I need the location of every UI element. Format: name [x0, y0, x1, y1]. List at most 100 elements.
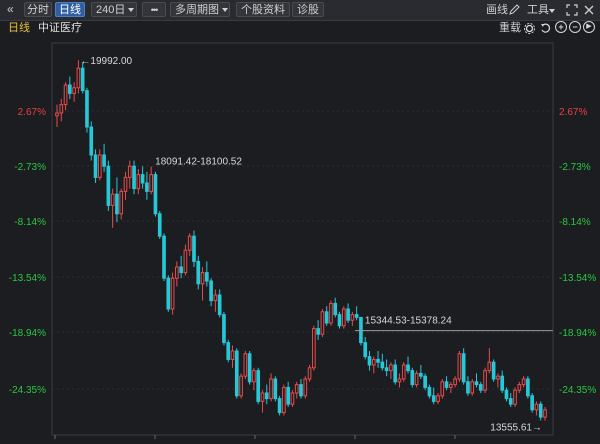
- candle-up: [496, 375, 500, 380]
- period-dropdown[interactable]: 240日: [91, 2, 137, 17]
- candle-up: [149, 174, 154, 192]
- candle-up: [239, 375, 243, 397]
- left-tick-label: -18.94%: [9, 328, 46, 339]
- candle-up: [517, 384, 522, 391]
- pencil-icon[interactable]: [509, 4, 520, 15]
- candle-down: [363, 342, 368, 358]
- next-icon[interactable]: ▶: [583, 21, 595, 33]
- candle-down: [217, 294, 222, 316]
- candle-down: [526, 378, 530, 397]
- right-tick-label: -18.94%: [559, 328, 596, 339]
- right-tick-label: -2.73%: [559, 162, 591, 173]
- candle-down: [444, 381, 449, 388]
- candle-up: [307, 367, 312, 380]
- candle-up: [389, 364, 393, 372]
- candle-up: [487, 361, 492, 372]
- tools-label[interactable]: 工具: [527, 4, 549, 16]
- annotation-level: 18091.42-18100.52: [155, 156, 242, 167]
- candle-up: [470, 381, 475, 394]
- candle-down: [406, 364, 410, 372]
- candle-down: [380, 361, 385, 369]
- candle-down: [132, 165, 136, 190]
- fenshi-button[interactable]: 分时: [24, 2, 52, 17]
- candle-down: [166, 277, 171, 310]
- zoom-out-icon[interactable]: −: [569, 21, 581, 33]
- candle-up: [521, 378, 526, 386]
- diagnose-button[interactable]: 诊股: [292, 2, 324, 17]
- candle-down: [410, 370, 415, 386]
- reset-label[interactable]: 重载: [499, 22, 521, 34]
- period-label: 日线: [8, 22, 30, 34]
- more-button[interactable]: •••: [142, 2, 166, 17]
- period-dropdown-label: 240日: [96, 4, 126, 16]
- candle-down: [500, 375, 505, 391]
- candle-down: [538, 403, 543, 418]
- candle-up: [282, 386, 286, 414]
- expand-icon[interactable]: [566, 4, 578, 16]
- candle-down: [196, 260, 201, 285]
- candle-up: [123, 176, 128, 192]
- candle-down: [359, 316, 363, 344]
- zoom-in-icon[interactable]: +: [555, 21, 567, 33]
- candle-up: [260, 392, 265, 402]
- chevron-down-icon[interactable]: [549, 9, 555, 13]
- candle-down: [256, 370, 261, 402]
- candle-up: [97, 154, 102, 178]
- candle-up: [414, 372, 419, 386]
- annotation-high: ←19992.00: [80, 56, 132, 67]
- back-icon[interactable]: «: [7, 2, 14, 16]
- candle-down: [316, 328, 320, 335]
- candle-down: [162, 235, 166, 279]
- candle-down: [466, 381, 470, 394]
- candle-up: [170, 277, 175, 310]
- candle-down: [209, 280, 213, 302]
- annotation-low: 13555.61→: [490, 423, 542, 434]
- candle-up: [371, 358, 376, 366]
- candle-down: [337, 314, 342, 327]
- candle-down: [93, 154, 98, 178]
- candle-up: [303, 378, 308, 397]
- candle-down: [273, 378, 278, 400]
- candlestick-chart[interactable]: 2.67% 2.67% -2.73% -2.73% -8.14% -8.14% -13.54…: [0, 37, 600, 444]
- candle-down: [277, 398, 282, 414]
- candle-up: [290, 392, 295, 405]
- candle-down: [474, 381, 479, 386]
- close-icon[interactable]: [584, 5, 594, 15]
- rixian-button[interactable]: 日线: [55, 2, 85, 17]
- undo-icon[interactable]: [540, 23, 551, 34]
- left-tick-label: -2.73%: [14, 162, 46, 173]
- candle-down: [508, 398, 513, 405]
- candle-down: [376, 358, 380, 363]
- candle-up: [320, 311, 325, 335]
- candle-up: [55, 112, 59, 117]
- candle-down: [140, 174, 145, 184]
- candle-down: [145, 182, 149, 192]
- annotation-level: 15344.53-15378.24: [365, 316, 452, 327]
- left-tick-label: -24.35%: [9, 385, 46, 396]
- candle-up: [175, 266, 179, 279]
- candle-down: [367, 356, 372, 366]
- settings-icon[interactable]: [524, 23, 535, 34]
- candle-down: [419, 372, 423, 377]
- candle-down: [491, 361, 496, 380]
- candle-up: [243, 353, 248, 377]
- candle-up: [269, 378, 273, 400]
- multi-period-dropdown[interactable]: 多周期图: [170, 2, 230, 17]
- candle-up: [483, 370, 487, 391]
- draw-line-label[interactable]: 画线: [486, 4, 508, 16]
- candle-down: [68, 84, 72, 94]
- candle-down: [85, 90, 89, 128]
- candle-up: [341, 308, 346, 327]
- candle-up: [200, 272, 205, 285]
- candle-up: [63, 84, 68, 106]
- candle-up: [513, 389, 517, 405]
- candle-down: [80, 67, 85, 92]
- candle-up: [401, 364, 406, 380]
- stock-info-button[interactable]: 个股资料: [236, 2, 290, 17]
- top-toolbar: « 分时 日线 240日 ••• 多周期图 个股资料 诊股 画线 工具: [0, 0, 600, 21]
- candle-up: [230, 350, 235, 360]
- candle-up: [534, 403, 539, 411]
- candle-up: [453, 378, 457, 386]
- candle-down: [346, 308, 350, 321]
- candle-up: [213, 294, 218, 302]
